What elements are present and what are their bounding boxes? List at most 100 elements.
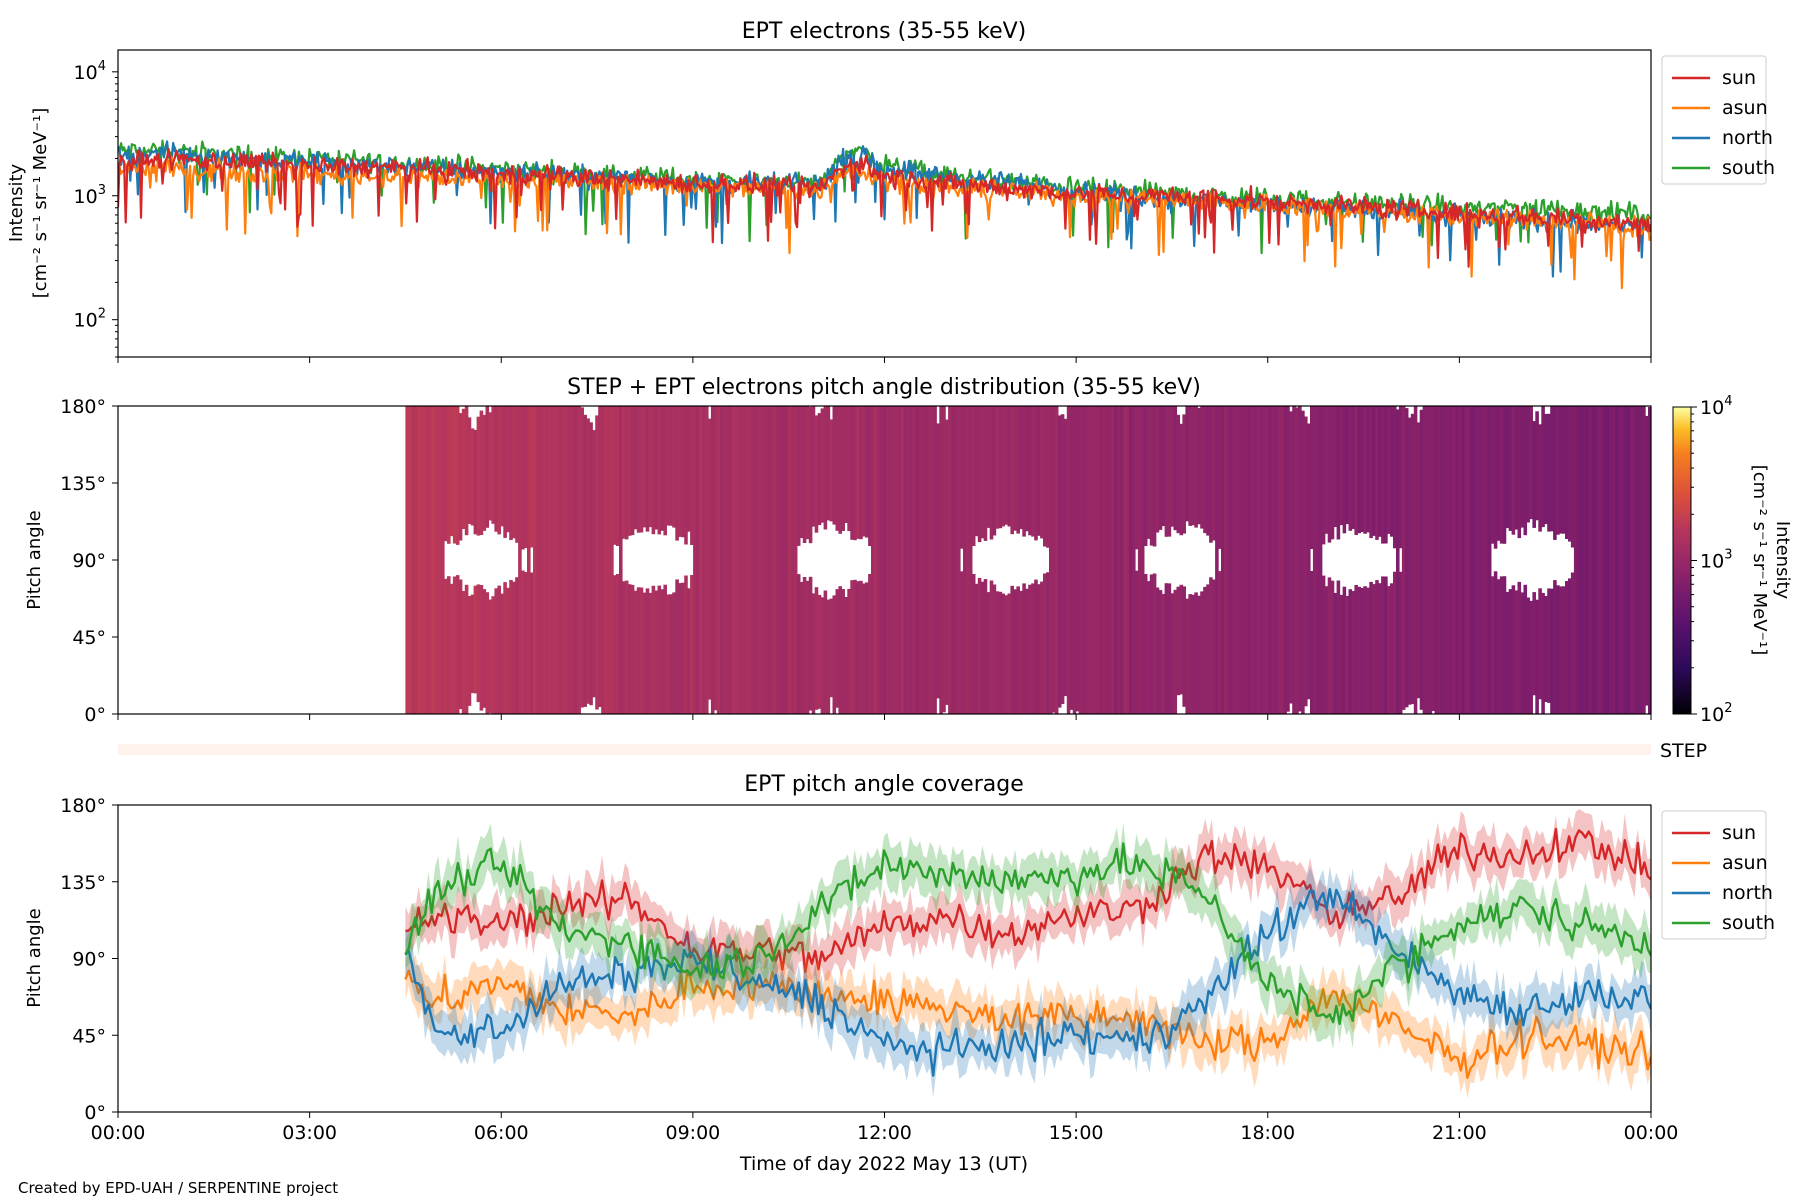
heatmap-column [512,406,516,539]
heatmap-column [506,406,510,533]
heatmap-column [1431,406,1436,711]
heatmap-column [482,414,487,531]
heatmap-column [1526,406,1530,523]
colorbar-label-line1: Intensity [1772,521,1793,600]
heatmap-column [1203,586,1207,714]
heatmap-column [1532,421,1536,528]
heatmap-column [500,593,504,714]
heatmap-column [1401,406,1406,710]
heatmap-column [675,579,679,714]
heatmap-column [1235,406,1240,714]
heatmap-column [1016,406,1020,534]
heatmap-column [980,406,985,539]
heatmap-column [1218,406,1222,549]
heatmap-column [758,406,762,714]
heatmap-column [951,406,955,714]
heatmap-column [473,429,478,535]
heatmap-column [464,406,469,536]
heatmap-column [1307,423,1311,700]
heatmap-column [1185,598,1189,714]
heatmap-column [1458,406,1462,714]
heatmap-column [1407,417,1412,705]
y-tick-label: 102 [74,307,106,332]
heatmap-column [850,406,854,540]
x-tick-label: 15:00 [1049,1122,1104,1144]
heatmap-column [1031,583,1035,714]
heatmap-column [1090,406,1095,714]
heatmap-column [444,578,448,714]
heatmap-column [841,406,845,531]
heatmap-column [1200,591,1204,714]
heatmap-column [1229,406,1234,714]
heatmap-column [684,406,688,545]
heatmap-column [1630,406,1634,714]
heatmap-column [476,416,481,536]
heatmap-column [844,597,848,714]
heatmap-column [761,406,765,714]
heatmap-column [1176,586,1181,696]
heatmap-column [1149,406,1154,546]
heatmap-column [405,406,409,714]
heatmap-column [1324,406,1329,534]
heatmap-column [1075,406,1080,712]
legend-label-asun: asun [1722,97,1768,119]
heatmap-column [1446,406,1450,714]
heatmap-column [613,575,617,714]
heatmap-column [995,591,1000,714]
heatmap-column [826,406,831,521]
pad-ylabel: Pitch angle [24,510,45,609]
heatmap-column [853,406,857,541]
y-tick-label: 45° [72,627,106,649]
heatmap-column [755,406,759,714]
heatmap-column [1203,406,1207,534]
heatmap-column [986,406,991,528]
heatmap-column [859,580,863,714]
heatmap-column [651,406,656,535]
heatmap-column [847,588,851,714]
heatmap-column [1633,406,1637,714]
intensity-y-ticks: 102 103 104 [74,59,118,358]
heatmap-column [811,593,816,714]
heatmap-column [627,584,632,714]
coverage-title: EPT pitch angle coverage [744,772,1024,797]
heatmap-column [865,406,869,538]
heatmap-column [1321,406,1326,545]
heatmap-column [1547,413,1551,532]
heatmap-column [752,406,756,714]
heatmap-column [838,406,842,534]
heatmap-column [681,582,685,714]
heatmap-column [1250,406,1255,714]
heatmap-column [1146,581,1151,714]
heatmap-column [1502,576,1507,714]
coverage-xlabel: Time of day 2022 May 13 (UT) [739,1153,1028,1175]
heatmap-column [1333,406,1338,527]
heatmap-column [1206,584,1210,714]
heatmap-column [1209,577,1213,714]
heatmap-column [1312,406,1317,714]
heatmap-column [1597,406,1602,714]
heatmap-column [868,574,872,714]
heatmap-column [1099,406,1103,714]
heatmap-column [1645,415,1649,706]
heatmap-column [1078,406,1083,714]
heatmap-column [1179,584,1184,695]
heatmap-column [633,590,638,714]
heatmap-column [802,577,807,714]
heatmap-column [1274,406,1278,714]
heatmap-column [788,406,792,714]
heatmap-column [882,406,887,714]
heatmap-column [968,406,973,714]
heatmap-column [1327,406,1332,543]
heatmap-column [832,595,837,714]
heatmap-column [796,574,801,714]
heatmap-column [1419,409,1424,710]
heatmap-column [1043,406,1047,547]
heatmap-column [847,406,851,532]
heatmap-column [1612,406,1616,714]
heatmap-column [764,406,768,714]
heatmap-column [832,406,837,525]
heatmap-column [1615,406,1619,714]
heatmap-column [1170,593,1175,714]
legend-box [1661,810,1767,940]
coverage-legend: sun asun north south [1661,810,1775,940]
